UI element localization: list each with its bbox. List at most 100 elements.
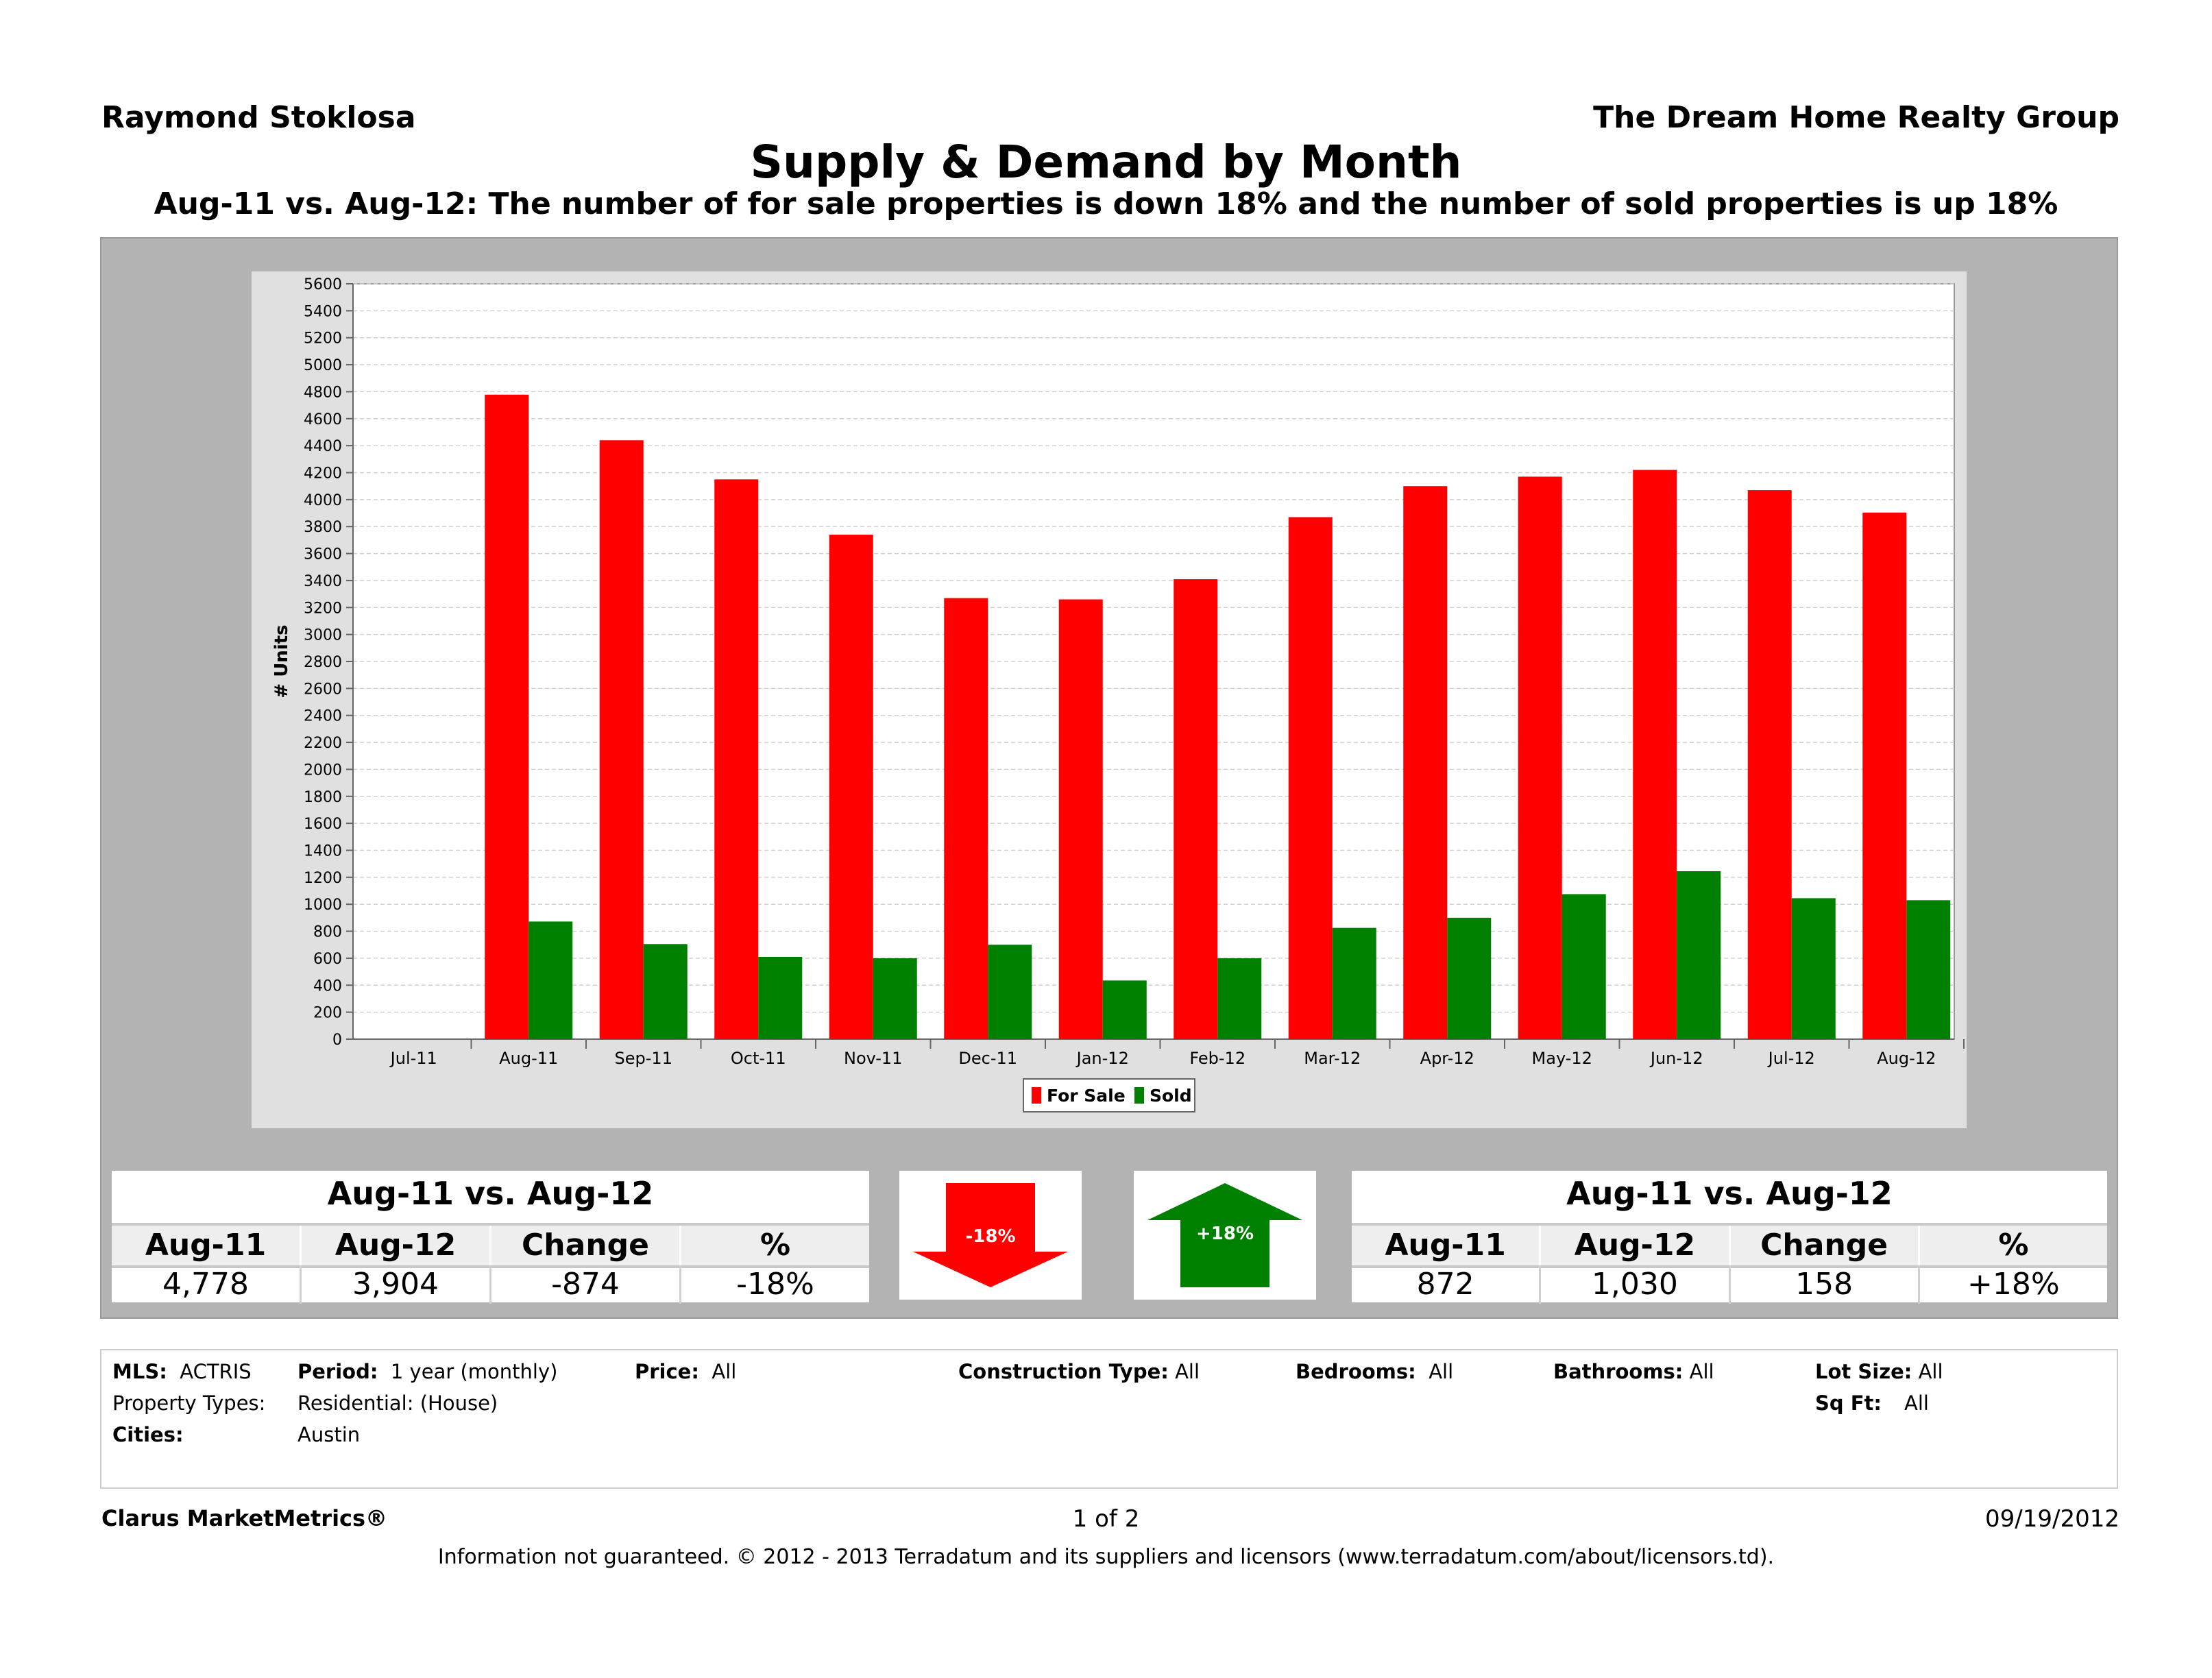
- for-sale-bar: [485, 394, 529, 1039]
- y-tick-label: 2200: [304, 735, 342, 752]
- for-sale-bar: [714, 479, 759, 1039]
- summary-value-cell: -18%: [736, 1267, 814, 1302]
- summary-header-cell: %: [759, 1228, 791, 1263]
- for-sale-summary-title: Aug-11 vs. Aug-12: [327, 1175, 654, 1212]
- x-tick-label: Oct-11: [731, 1049, 786, 1068]
- mls-filter: MLS: ACTRIS: [112, 1360, 252, 1383]
- sold-summary: Aug-11 vs. Aug-12 Aug-11 Aug-12 Change %…: [1352, 1171, 2107, 1304]
- y-tick-label: 3600: [304, 546, 342, 563]
- legend-swatch: [1134, 1087, 1144, 1104]
- legend-label: Sold: [1150, 1086, 1192, 1106]
- y-tick-label: 4200: [304, 465, 342, 483]
- y-tick-label: 2400: [304, 708, 342, 725]
- down-arrow-label: -18%: [965, 1226, 1015, 1247]
- legend: For Sale Sold: [1023, 1078, 1195, 1112]
- y-tick-label: 2800: [304, 654, 342, 671]
- sold-summary-header: Aug-11 Aug-12 Change %: [1352, 1223, 2107, 1268]
- sold-summary-values: 872 1,030 158 +18%: [1352, 1265, 2107, 1304]
- summary-value-cell: -874: [491, 1265, 681, 1304]
- sold-bar: [1561, 894, 1606, 1039]
- x-tick-label: Sep-11: [615, 1049, 672, 1068]
- y-axis-label: # Units: [271, 624, 292, 698]
- construction-filter: Construction Type: All: [958, 1360, 1200, 1383]
- y-tick-label: 5000: [304, 357, 342, 374]
- legend-swatch: [1032, 1087, 1041, 1104]
- summary-header-cell: Aug-12: [302, 1226, 491, 1265]
- bathrooms-filter: Bathrooms: All: [1553, 1360, 1714, 1383]
- y-tick-label: 2000: [304, 762, 342, 779]
- sqft-value: All: [1904, 1391, 1929, 1415]
- x-tick-label: Aug-11: [499, 1049, 558, 1068]
- y-tick-label: 3000: [304, 627, 342, 644]
- supply-demand-chart: 0 200 400 600 800 1000 1200 1400 1600 1800 2000 220…: [271, 276, 1965, 1112]
- y-tick-label: 2600: [304, 681, 342, 698]
- x-tick-label: May-12: [1532, 1049, 1592, 1068]
- for-sale-bar: [1288, 517, 1333, 1039]
- legend-label: For Sale: [1047, 1086, 1126, 1106]
- for-sale-summary: Aug-11 vs. Aug-12 Aug-11 Aug-12 Change %…: [112, 1171, 869, 1304]
- x-tick-label: Mar-12: [1304, 1049, 1361, 1068]
- page-number: 1 of 2: [1072, 1505, 1140, 1533]
- sold-summary-title: Aug-11 vs. Aug-12: [1566, 1175, 1893, 1212]
- y-tick-label: 200: [313, 1005, 342, 1022]
- period-filter: Period: 1 year (monthly): [297, 1360, 558, 1383]
- sqft-label: Sq Ft:: [1815, 1391, 1882, 1415]
- up-arrow-icon: +18%: [1147, 1183, 1302, 1287]
- sold-bar: [758, 956, 803, 1039]
- sold-bar: [643, 944, 688, 1039]
- for-sale-bar: [944, 598, 988, 1039]
- x-tick-label: Jan-12: [1075, 1049, 1129, 1068]
- sold-bar: [1102, 980, 1147, 1039]
- for-sale-bar: [1862, 512, 1907, 1039]
- lotsize-filter: Lot Size: All: [1815, 1360, 1943, 1383]
- filter-panel: MLS: ACTRIS Period: 1 year (monthly) Pri…: [100, 1349, 2118, 1489]
- agent-name: Raymond Stoklosa: [101, 100, 416, 135]
- sold-bar: [873, 958, 917, 1039]
- x-tick-label: Jul-11: [389, 1049, 437, 1068]
- sold-bar: [1447, 917, 1492, 1039]
- x-tick-label: Feb-12: [1189, 1049, 1245, 1068]
- summary-value-cell: 3,904: [302, 1265, 491, 1304]
- property-type-value: Residential: (House): [297, 1391, 498, 1415]
- x-tick-label: Apr-12: [1420, 1049, 1474, 1068]
- sold-change-box: +18%: [1134, 1171, 1316, 1300]
- y-tick-label: 4800: [304, 384, 342, 401]
- for-sale-bar: [829, 535, 873, 1039]
- summary-header-cell: Aug-11: [112, 1226, 302, 1265]
- x-tick-label: Nov-11: [844, 1049, 902, 1068]
- footer-brand: Clarus MarketMetrics®: [101, 1505, 388, 1531]
- property-type-label: Property Types:: [112, 1391, 266, 1415]
- sold-bar: [1217, 958, 1262, 1039]
- for-sale-change-box: -18%: [899, 1171, 1082, 1300]
- y-tick-label: 0: [332, 1032, 342, 1049]
- legend-box: [1023, 1078, 1195, 1112]
- for-sale-bar: [1174, 579, 1218, 1039]
- y-tick-label: 3200: [304, 600, 342, 617]
- for-sale-summary-header: Aug-11 Aug-12 Change %: [112, 1223, 869, 1268]
- for-sale-summary-values: 4,778 3,904 -874 -18%: [112, 1265, 869, 1304]
- y-tick-label: 1200: [304, 870, 342, 887]
- summary-value-cell: 4,778: [112, 1265, 302, 1304]
- summary-value-cell: 1,030: [1541, 1265, 1731, 1304]
- summary-value-cell: 158: [1731, 1265, 1920, 1304]
- x-tick-label: Dec-11: [958, 1049, 1017, 1068]
- sold-bar: [528, 921, 573, 1039]
- summary-header-cell: Change: [1731, 1226, 1920, 1265]
- disclaimer: Information not guaranteed. © 2012 - 201…: [437, 1545, 1775, 1569]
- page-subtitle: Aug-11 vs. Aug-12: The number of for sal…: [154, 186, 2058, 221]
- summary-header-cell: Change: [491, 1226, 681, 1265]
- summary-header-cell: Aug-12: [1541, 1226, 1731, 1265]
- x-tick-label: Jul-12: [1767, 1049, 1815, 1068]
- sold-bar: [1332, 927, 1376, 1039]
- for-sale-bar: [1518, 476, 1562, 1039]
- for-sale-bar: [1747, 490, 1792, 1039]
- y-tick-label: 1000: [304, 897, 342, 914]
- summary-value-cell: 872: [1352, 1265, 1542, 1304]
- bedrooms-filter: Bedrooms: All: [1296, 1360, 1454, 1383]
- y-tick-label: 5200: [304, 330, 342, 348]
- y-tick-label: 1400: [304, 843, 342, 860]
- page-title: Supply & Demand by Month: [750, 136, 1462, 189]
- down-arrow-icon: -18%: [913, 1183, 1068, 1287]
- y-tick-label: 4400: [304, 438, 342, 455]
- y-tick-label: 1800: [304, 789, 342, 806]
